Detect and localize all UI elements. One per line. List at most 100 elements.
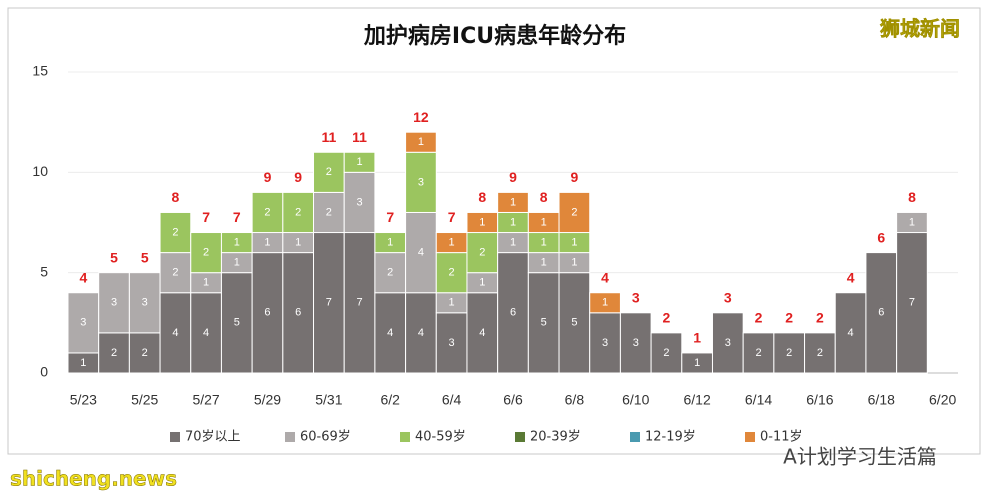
segment-label: 1 <box>479 216 485 228</box>
segment-label: 3 <box>356 196 362 208</box>
segment-label: 7 <box>909 297 915 309</box>
bar-segment <box>619 312 652 374</box>
bar-segment <box>466 232 499 274</box>
total-label: 4 <box>601 269 609 285</box>
total-label: 9 <box>509 169 517 185</box>
y-tick-label: 5 <box>40 263 48 279</box>
total-label: 2 <box>755 310 763 326</box>
segment-label: 1 <box>387 236 393 248</box>
x-tick-label: 6/10 <box>622 392 649 408</box>
segment-label: 1 <box>571 257 577 269</box>
segment-label: 1 <box>541 257 547 269</box>
x-tick-label: 6/14 <box>745 392 772 408</box>
bar-segment <box>650 332 683 374</box>
y-tick-label: 15 <box>32 63 48 79</box>
segment-label: 3 <box>725 337 731 349</box>
bar-segment <box>405 131 437 153</box>
legend-label: 40-59岁 <box>415 430 466 445</box>
chart-title: 加护病房ICU病患年龄分布 <box>363 23 626 49</box>
total-label: 5 <box>141 249 149 265</box>
bar-segment <box>251 191 284 234</box>
segment-label: 1 <box>234 257 240 269</box>
x-tick-label: 6/6 <box>503 392 523 408</box>
segment-label: 2 <box>663 347 669 359</box>
total-label: 7 <box>386 209 394 225</box>
total-label: 3 <box>632 290 640 306</box>
legend-swatch <box>745 432 755 442</box>
segment-label: 4 <box>479 327 485 339</box>
segment-label: 1 <box>356 156 362 168</box>
segment-label: 1 <box>449 236 455 248</box>
x-tick-label: 6/16 <box>806 392 833 408</box>
y-tick-label: 0 <box>40 364 48 380</box>
bar-segment <box>497 191 529 213</box>
segment-label: 1 <box>571 236 577 248</box>
bar-segment <box>834 292 867 374</box>
segment-label: 1 <box>449 297 455 309</box>
bar-segment <box>589 292 621 314</box>
watermark: A计划学习生活篇 <box>783 445 937 469</box>
total-label: 4 <box>847 269 855 285</box>
bar-segment <box>804 332 836 374</box>
legend-label: 70岁以上 <box>185 430 241 445</box>
bar-segment <box>282 191 315 234</box>
bar-segment <box>896 211 928 234</box>
bar-segment <box>405 151 437 213</box>
bar-segment <box>67 292 100 354</box>
bar-segment <box>435 252 468 294</box>
legend-label: 60-69岁 <box>300 430 351 445</box>
legend-swatch <box>170 432 180 442</box>
segment-label: 7 <box>326 297 332 309</box>
segment-label: 3 <box>142 297 148 309</box>
segment-label: 2 <box>817 347 823 359</box>
segment-label: 1 <box>602 297 608 309</box>
total-label: 8 <box>478 189 486 205</box>
segment-label: 5 <box>234 317 240 329</box>
segment-label: 2 <box>203 247 209 259</box>
segment-label: 2 <box>755 347 761 359</box>
segment-label: 2 <box>387 267 393 279</box>
segment-label: 4 <box>172 327 178 339</box>
legend-label: 12-19岁 <box>645 430 696 445</box>
x-tick-label: 5/23 <box>70 392 97 408</box>
total-label: 7 <box>233 209 241 225</box>
total-label: 7 <box>448 209 456 225</box>
segment-label: 1 <box>295 236 301 248</box>
bar-segment <box>773 332 806 374</box>
segment-label: 1 <box>541 236 547 248</box>
segment-label: 2 <box>571 206 577 218</box>
legend-swatch <box>400 432 410 442</box>
total-label: 7 <box>202 209 210 225</box>
bar-segment <box>128 272 161 334</box>
segment-label: 6 <box>264 307 270 319</box>
segment-label: 3 <box>602 337 608 349</box>
bar-segment <box>343 151 376 173</box>
segment-label: 2 <box>264 206 270 218</box>
bar-segment <box>589 312 621 374</box>
x-tick-label: 5/31 <box>315 392 342 408</box>
x-tick-label: 5/29 <box>254 392 281 408</box>
segment-label: 1 <box>203 277 209 289</box>
bar-segment <box>313 232 345 374</box>
segment-label: 4 <box>848 327 854 339</box>
x-tick-label: 6/12 <box>684 392 711 408</box>
watermark: shicheng.news <box>10 467 177 491</box>
segment-label: 4 <box>418 327 424 339</box>
bar-segment <box>896 232 928 374</box>
segment-label: 2 <box>326 166 332 178</box>
x-tick-label: 6/2 <box>381 392 401 408</box>
segment-label: 2 <box>111 347 117 359</box>
segment-label: 1 <box>418 136 424 148</box>
x-tick-label: 5/27 <box>192 392 219 408</box>
total-label: 11 <box>321 129 336 145</box>
legend-label: 0-11岁 <box>760 430 803 445</box>
total-label: 3 <box>724 290 732 306</box>
segment-label: 1 <box>694 357 700 369</box>
total-label: 5 <box>110 249 118 265</box>
total-label: 9 <box>294 169 302 185</box>
bar-segment <box>374 292 407 374</box>
segment-label: 1 <box>264 236 270 248</box>
segment-label: 1 <box>510 216 516 228</box>
legend-label: 20-39岁 <box>530 430 581 445</box>
segment-label: 2 <box>479 247 485 259</box>
